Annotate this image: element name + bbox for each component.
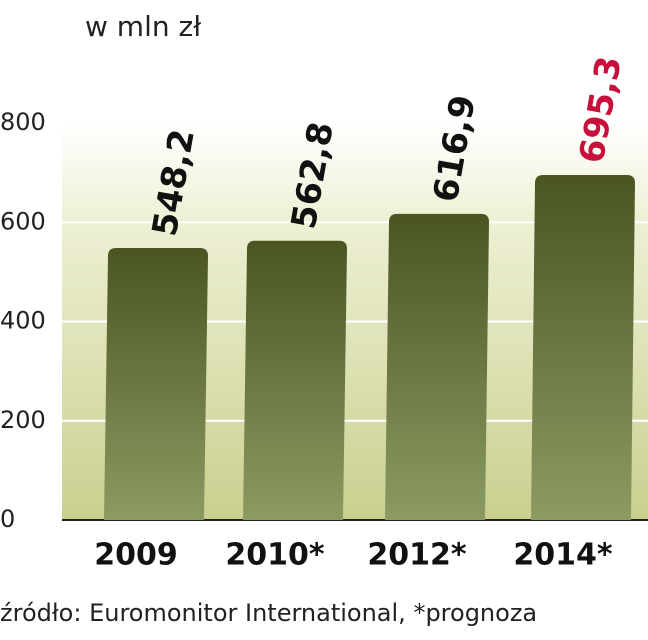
bar	[243, 240, 347, 520]
chart-title: w mln zł	[85, 10, 201, 43]
x-tick-label: 2010*	[225, 538, 324, 573]
bar	[531, 174, 635, 520]
x-tick-label: 2009	[94, 538, 178, 573]
y-tick-label: 400	[0, 307, 46, 335]
x-tick-label: 2012*	[367, 538, 466, 573]
bar	[385, 213, 489, 520]
bar	[104, 247, 208, 520]
y-tick-label: 600	[0, 207, 46, 235]
x-tick-label: 2014*	[513, 538, 612, 573]
source-note: źródło: Euromonitor International, *prog…	[0, 599, 537, 627]
y-tick-label: 0	[0, 505, 15, 533]
y-tick-label: 200	[0, 406, 46, 434]
y-tick-label: 800	[0, 108, 46, 136]
